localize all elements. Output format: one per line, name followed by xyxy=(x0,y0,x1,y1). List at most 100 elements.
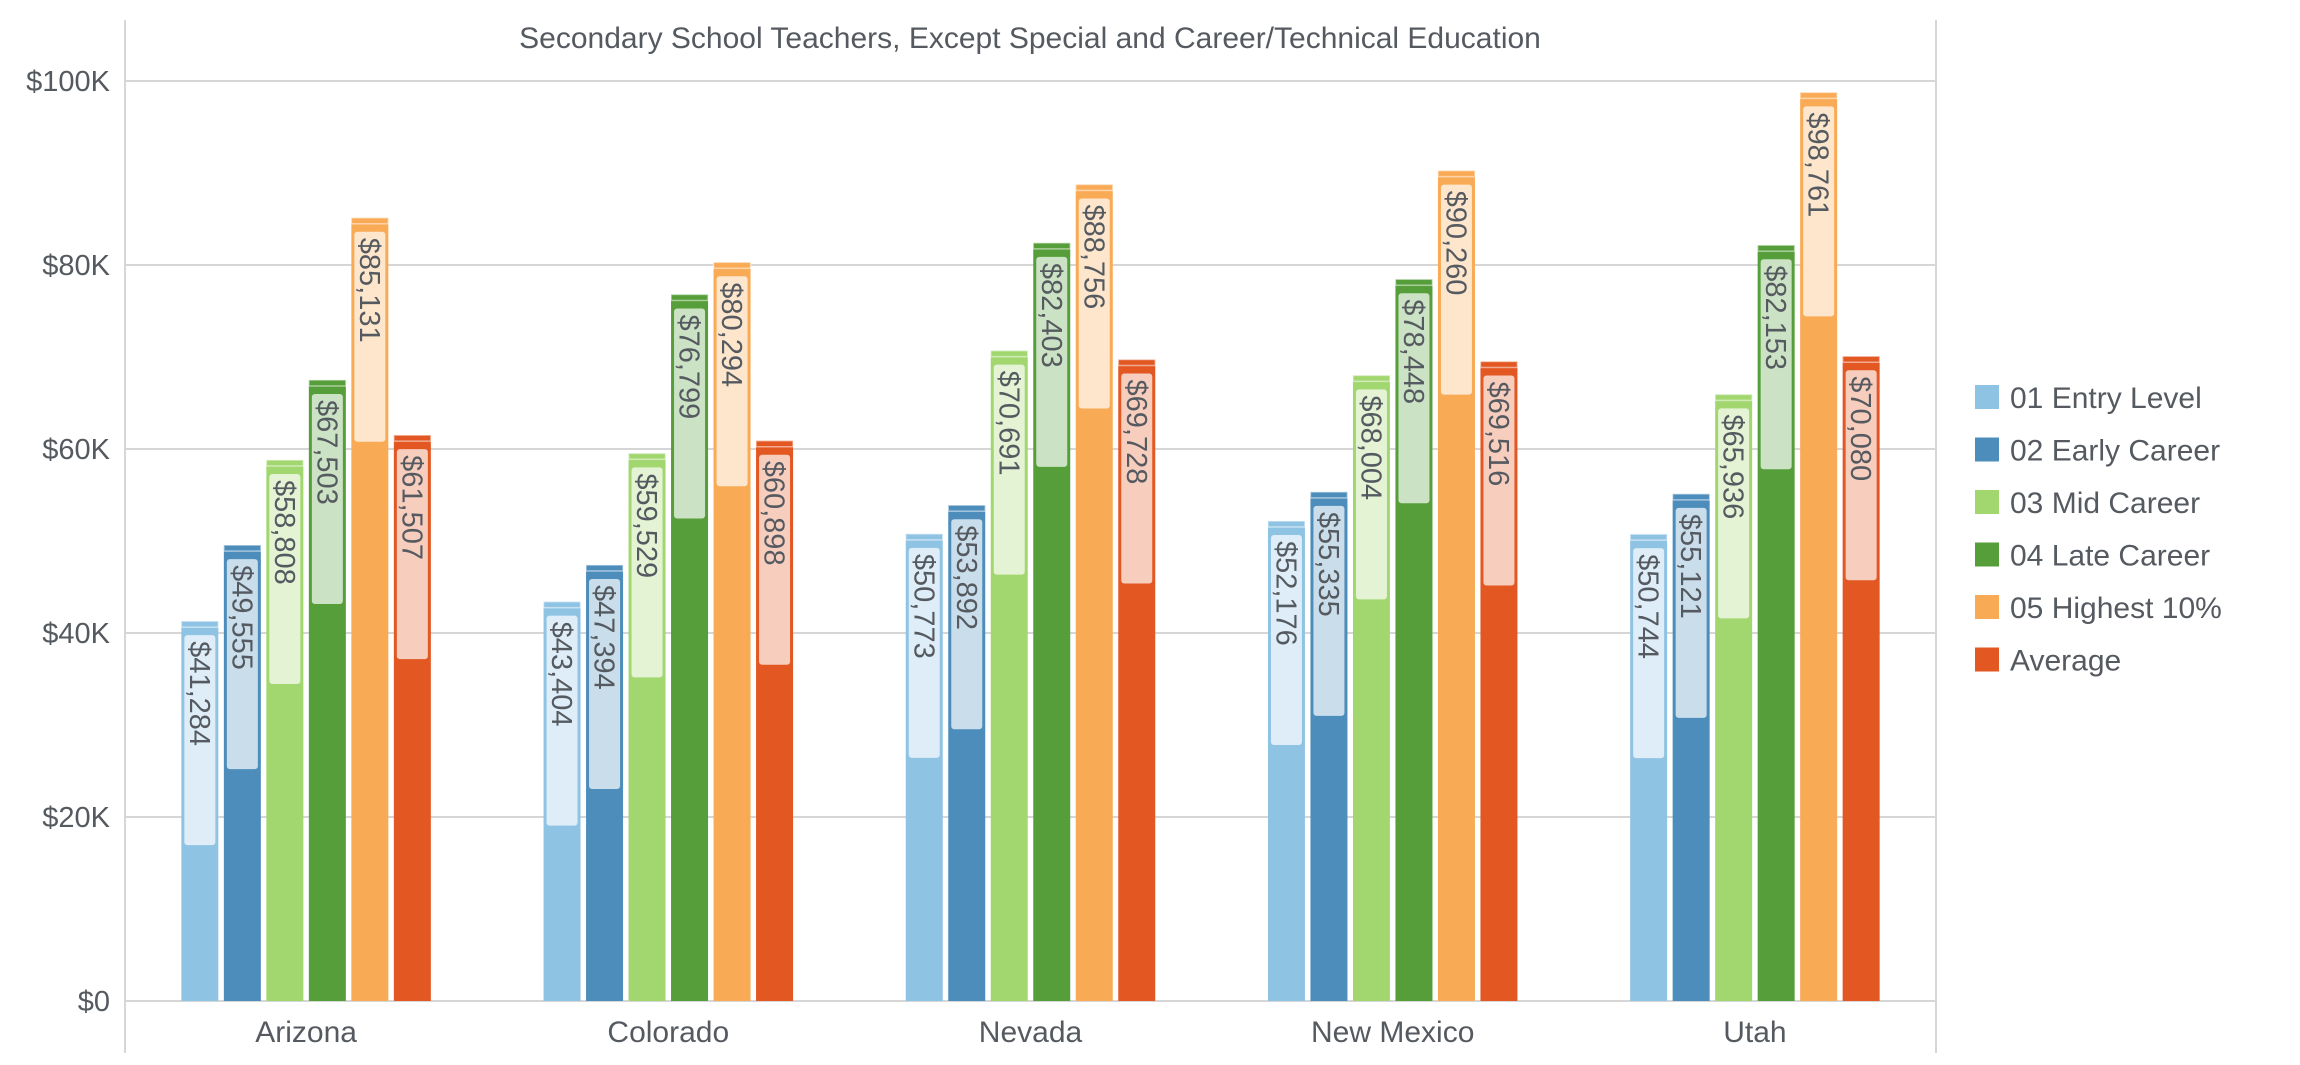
bar-cap xyxy=(1841,355,1881,364)
data-label-background xyxy=(354,231,386,442)
data-label-background xyxy=(226,559,258,770)
bar-cap xyxy=(393,434,432,442)
bar-group-item: $76,799 xyxy=(670,293,709,1001)
bar-cap xyxy=(542,600,582,609)
data-label-background xyxy=(1355,389,1387,600)
bar-group-item: $70,691 xyxy=(990,349,1029,1001)
data-label: $43,404 xyxy=(545,622,577,727)
bar-cap xyxy=(1394,278,1434,287)
data-label-background xyxy=(1718,408,1750,619)
data-label: $61,507 xyxy=(395,455,427,560)
legend-swatch xyxy=(1975,437,1999,462)
bar-group-item: $78,448 xyxy=(1394,278,1434,1001)
legend-item[interactable]: Average xyxy=(1975,645,2121,678)
data-label-background xyxy=(589,578,621,789)
x-tick-label: Nevada xyxy=(979,1016,1083,1049)
y-tick-label: $60K xyxy=(42,434,110,466)
data-label-background xyxy=(1398,293,1430,504)
bar-group-item: $50,773 xyxy=(905,533,944,1001)
legend-label: 05 Highest 10% xyxy=(2010,592,2222,625)
bar-cap xyxy=(1267,520,1306,528)
bar-cap xyxy=(1629,533,1668,541)
bar-cap xyxy=(1671,493,1711,501)
bar-group-item: $69,728 xyxy=(1117,358,1156,1001)
y-tick-label: $80K xyxy=(42,250,110,282)
data-label: $41,284 xyxy=(183,641,215,746)
bar-group-item: $47,394 xyxy=(585,564,624,1001)
chart-title: Secondary School Teachers, Except Specia… xyxy=(519,22,1541,55)
data-label: $78,448 xyxy=(1397,299,1429,404)
legend-label: Average xyxy=(2010,645,2121,678)
bar-cap xyxy=(1352,374,1391,383)
data-label: $68,004 xyxy=(1354,395,1386,500)
bar-group-item: $53,892 xyxy=(947,504,986,1001)
bar-group-item: $88,756 xyxy=(1075,183,1114,1001)
bar-group-item: $69,516 xyxy=(1479,360,1519,1002)
bar-cap xyxy=(350,217,390,225)
bar-group-item: $65,936 xyxy=(1714,393,1753,1001)
x-tick-label: Utah xyxy=(1723,1016,1786,1049)
data-label-background xyxy=(908,547,940,758)
y-tick-label: $20K xyxy=(42,802,110,834)
data-label: $69,516 xyxy=(1482,381,1514,486)
data-label: $65,936 xyxy=(1717,414,1749,519)
bar-cap xyxy=(947,504,986,512)
data-label-background xyxy=(951,519,983,730)
legend-item[interactable]: 02 Early Career xyxy=(1975,435,2220,468)
legend-item[interactable]: 01 Entry Level xyxy=(1975,382,2202,415)
data-label: $50,773 xyxy=(907,554,939,659)
x-tick-label: Arizona xyxy=(255,1016,357,1049)
bar-group-item: $82,403 xyxy=(1032,242,1071,1001)
data-label-background xyxy=(1845,370,1877,581)
bar-cap xyxy=(308,379,347,387)
bar-cap xyxy=(755,439,794,448)
bar-group-item: $85,131 xyxy=(350,217,390,1001)
bar-group-item: $52,176 xyxy=(1267,520,1306,1001)
data-label: $82,153 xyxy=(1759,265,1791,370)
data-label-background xyxy=(1270,534,1302,745)
data-label-background xyxy=(1078,198,1110,409)
data-label: $80,294 xyxy=(715,282,747,387)
data-label-background xyxy=(1036,256,1068,467)
legend-swatch xyxy=(1975,647,1999,672)
legend-swatch xyxy=(1975,542,1999,567)
data-label: $60,898 xyxy=(758,461,790,566)
data-label: $76,799 xyxy=(673,314,705,419)
bar-cap xyxy=(265,459,305,467)
bar-group-item: $43,404 xyxy=(542,600,582,1001)
data-label-background xyxy=(184,635,216,846)
data-label: $85,131 xyxy=(353,238,385,343)
bar-cap xyxy=(1437,169,1476,178)
data-label: $53,892 xyxy=(950,525,982,630)
legend-item[interactable]: 04 Late Career xyxy=(1975,540,2210,573)
bar-cap xyxy=(712,261,752,270)
data-label-background xyxy=(546,615,578,826)
y-axis-ticks: $0 $20K $40K $60K $80K $100K xyxy=(26,66,111,1018)
legend-item[interactable]: 05 Highest 10% xyxy=(1975,592,2222,625)
data-label: $88,756 xyxy=(1077,204,1109,309)
bar-group-item: $59,529 xyxy=(627,452,667,1001)
data-label-background xyxy=(1803,106,1835,317)
bar-group-item: $70,080 xyxy=(1841,355,1881,1001)
data-label-background xyxy=(1313,505,1345,716)
data-label: $50,744 xyxy=(1632,554,1664,659)
data-label: $59,529 xyxy=(630,473,662,578)
legend-label: 04 Late Career xyxy=(2010,540,2210,573)
bar-group-item: $82,153 xyxy=(1756,244,1796,1002)
bar-cap xyxy=(1075,183,1114,192)
data-label: $55,121 xyxy=(1674,514,1706,619)
data-label-background xyxy=(311,393,343,604)
bar-cap xyxy=(1799,91,1838,100)
data-label: $70,691 xyxy=(992,371,1024,476)
data-label-background xyxy=(1483,375,1515,586)
data-label: $58,808 xyxy=(268,480,300,585)
x-tick-label: Colorado xyxy=(607,1016,729,1049)
legend-item[interactable]: 03 Mid Career xyxy=(1975,487,2200,520)
bar-cap xyxy=(1756,244,1796,252)
bar-cap xyxy=(223,544,262,552)
data-label: $67,503 xyxy=(310,400,342,505)
data-label: $47,394 xyxy=(588,585,620,690)
data-label: $98,761 xyxy=(1802,112,1834,217)
legend: 01 Entry Level 02 Early Career 03 Mid Care… xyxy=(1975,382,2222,678)
